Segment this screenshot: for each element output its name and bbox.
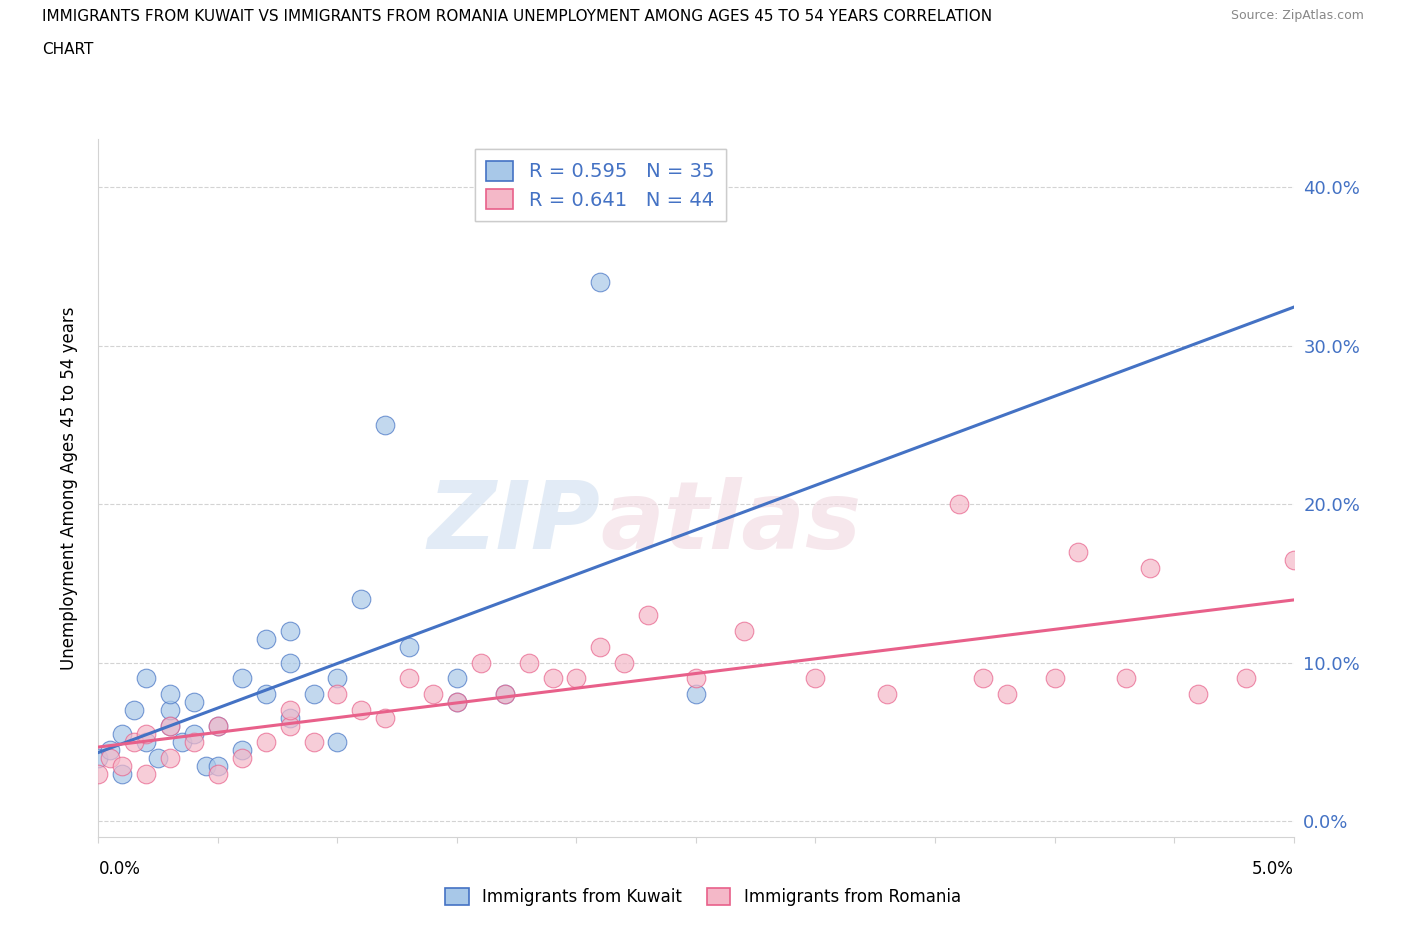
Point	[135, 735, 157, 750]
Point	[876, 687, 898, 702]
Point	[948, 497, 970, 512]
Text: 0.0%: 0.0%	[98, 860, 141, 878]
Point	[1115, 671, 1137, 686]
Point	[1234, 671, 1257, 686]
Point	[733, 623, 755, 638]
Text: ZIP: ZIP	[427, 477, 600, 569]
Point	[517, 655, 540, 670]
Point	[231, 751, 253, 765]
Point	[446, 695, 468, 710]
Point	[589, 639, 612, 654]
Point	[422, 687, 444, 702]
Point	[254, 631, 277, 646]
Point	[207, 766, 229, 781]
Point	[111, 758, 134, 773]
Point	[446, 695, 468, 710]
Point	[1187, 687, 1209, 702]
Legend: Immigrants from Kuwait, Immigrants from Romania: Immigrants from Kuwait, Immigrants from …	[439, 881, 967, 912]
Point	[183, 695, 205, 710]
Point	[278, 719, 301, 734]
Point	[278, 711, 301, 725]
Text: Source: ZipAtlas.com: Source: ZipAtlas.com	[1230, 9, 1364, 22]
Point	[278, 623, 301, 638]
Point	[972, 671, 994, 686]
Point	[254, 735, 277, 750]
Y-axis label: Unemployment Among Ages 45 to 54 years: Unemployment Among Ages 45 to 54 years	[59, 307, 77, 670]
Point	[541, 671, 564, 686]
Point	[398, 639, 420, 654]
Point	[159, 719, 181, 734]
Point	[374, 711, 396, 725]
Point	[100, 742, 122, 757]
Point	[804, 671, 827, 686]
Point	[159, 703, 181, 718]
Text: atlas: atlas	[600, 477, 862, 569]
Legend: R = 0.595   N = 35, R = 0.641   N = 44: R = 0.595 N = 35, R = 0.641 N = 44	[475, 149, 725, 221]
Point	[231, 742, 253, 757]
Text: IMMIGRANTS FROM KUWAIT VS IMMIGRANTS FROM ROMANIA UNEMPLOYMENT AMONG AGES 45 TO : IMMIGRANTS FROM KUWAIT VS IMMIGRANTS FRO…	[42, 9, 993, 24]
Point	[207, 719, 229, 734]
Point	[195, 758, 218, 773]
Point	[1282, 552, 1305, 567]
Point	[124, 735, 146, 750]
Point	[159, 687, 181, 702]
Point	[124, 703, 146, 718]
Point	[685, 671, 707, 686]
Point	[159, 719, 181, 734]
Point	[207, 719, 229, 734]
Point	[278, 703, 301, 718]
Point	[589, 274, 612, 289]
Point	[494, 687, 516, 702]
Point	[111, 766, 134, 781]
Point	[470, 655, 492, 670]
Text: CHART: CHART	[42, 42, 94, 57]
Point	[207, 758, 229, 773]
Point	[326, 687, 349, 702]
Point	[1043, 671, 1066, 686]
Point	[87, 766, 110, 781]
Point	[135, 671, 157, 686]
Text: 5.0%: 5.0%	[1251, 860, 1294, 878]
Point	[995, 687, 1018, 702]
Point	[302, 735, 325, 750]
Point	[100, 751, 122, 765]
Point	[613, 655, 636, 670]
Point	[302, 687, 325, 702]
Point	[111, 726, 134, 741]
Point	[183, 735, 205, 750]
Point	[87, 751, 110, 765]
Point	[374, 418, 396, 432]
Point	[350, 703, 373, 718]
Point	[1139, 560, 1161, 575]
Point	[231, 671, 253, 686]
Point	[446, 671, 468, 686]
Point	[1067, 544, 1090, 559]
Point	[278, 655, 301, 670]
Point	[565, 671, 588, 686]
Point	[350, 591, 373, 606]
Point	[254, 687, 277, 702]
Point	[494, 687, 516, 702]
Point	[159, 751, 181, 765]
Point	[326, 671, 349, 686]
Point	[326, 735, 349, 750]
Point	[398, 671, 420, 686]
Point	[135, 726, 157, 741]
Point	[637, 607, 659, 622]
Point	[135, 766, 157, 781]
Point	[148, 751, 170, 765]
Point	[183, 726, 205, 741]
Point	[685, 687, 707, 702]
Point	[172, 735, 194, 750]
